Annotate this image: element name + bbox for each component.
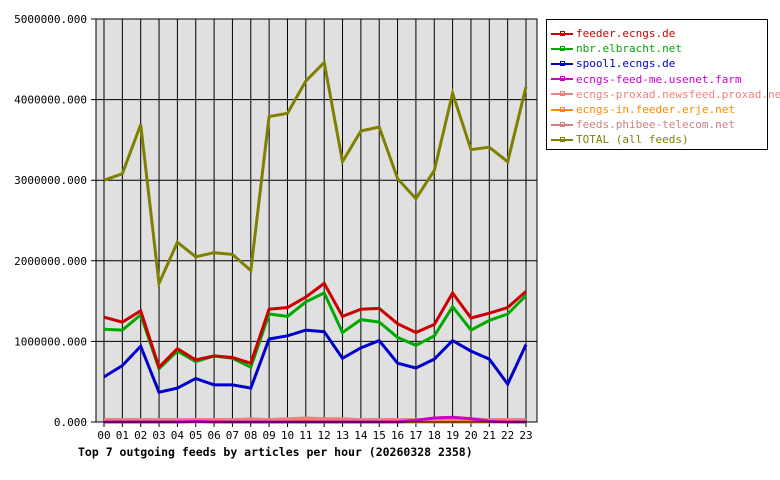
legend-label: spool1.ecngs.de <box>576 57 676 71</box>
x-tick-label: 17 <box>409 429 422 442</box>
x-tick-label: 16 <box>391 429 404 442</box>
plot-frame <box>95 18 538 423</box>
x-tick-label: 23 <box>519 429 532 442</box>
legend-line-marker-icon <box>551 120 573 130</box>
y-tick-label: 1000000.000 <box>14 335 87 348</box>
x-tick-label: 18 <box>428 429 441 442</box>
x-tick-label: 06 <box>207 429 220 442</box>
legend-line-marker-icon <box>551 44 573 54</box>
y-tick-label: 2000000.000 <box>14 255 87 268</box>
x-tick-label: 05 <box>189 429 202 442</box>
y-tick-label: 5000000.000 <box>14 13 87 26</box>
legend-line-marker-icon <box>551 29 573 39</box>
y-axis-ticks: 0.000 1000000.000 2000000.000 3000000.000 40… <box>14 13 87 429</box>
legend-item: nbr.elbracht.net <box>547 41 767 56</box>
x-tick-label: 15 <box>373 429 386 442</box>
legend-item: feeder.ecngs.de <box>547 26 767 41</box>
legend: feeder.ecngs.de nbr.elbracht.net spool1.ec… <box>546 19 780 150</box>
x-tick-label: 19 <box>446 429 459 442</box>
legend-item: feeds.phibee-telecom.net <box>547 117 767 132</box>
x-tick-label: 09 <box>263 429 276 442</box>
x-tick-label: 13 <box>336 429 349 442</box>
x-tick-label: 01 <box>116 429 129 442</box>
series-line-total-all-feeds- <box>103 59 528 290</box>
x-tick-label: 00 <box>97 429 110 442</box>
legend-label: TOTAL (all feeds) <box>576 133 689 147</box>
legend-item: ecngs-proxad.newsfeed.proxad.net <box>547 87 780 102</box>
grid-lines <box>91 18 537 427</box>
legend-line-marker-icon <box>551 89 573 99</box>
x-axis-ticks: 00 01 02 03 04 05 06 07 08 09 10 11 12 13 14 15 16 17 18 19… <box>97 429 532 442</box>
series-line-nbr-elbracht-net <box>103 290 528 372</box>
legend-item: ecngs-feed-me.usenet.farm <box>547 72 767 87</box>
legend-label: ecngs-in.feeder.erje.net <box>576 103 735 117</box>
x-tick-label: 07 <box>226 429 239 442</box>
x-tick-label: 02 <box>134 429 147 442</box>
x-tick-label: 21 <box>483 429 496 442</box>
x-tick-label: 08 <box>244 429 257 442</box>
legend-line-marker-icon <box>551 135 573 145</box>
legend-line-marker-icon <box>551 59 573 69</box>
chart-title: Top 7 outgoing feeds by articles per hou… <box>78 445 473 459</box>
x-tick-label: 12 <box>318 429 331 442</box>
legend-item: spool1.ecngs.de <box>547 56 767 71</box>
x-tick-label: 20 <box>464 429 477 442</box>
series-line-spool1-ecngs-de <box>103 328 528 394</box>
legend-label: ecngs-proxad.newsfeed.proxad.net <box>576 87 780 101</box>
legend-label: feeds.phibee-telecom.net <box>576 118 735 132</box>
y-tick-label: 4000000.000 <box>14 94 87 107</box>
x-tick-label: 14 <box>354 429 368 442</box>
y-tick-label: 3000000.000 <box>14 174 87 187</box>
legend-label: feeder.ecngs.de <box>576 27 676 41</box>
series-line-feeder-ecngs-de <box>103 281 527 370</box>
legend-label: nbr.elbracht.net <box>576 42 682 56</box>
legend-label: ecngs-feed-me.usenet.farm <box>576 72 742 86</box>
x-tick-label: 03 <box>152 429 165 442</box>
x-tick-label: 11 <box>299 429 312 442</box>
x-tick-label: 22 <box>501 429 514 442</box>
legend-line-marker-icon <box>551 74 573 84</box>
legend-line-marker-icon <box>551 105 573 115</box>
x-tick-label: 10 <box>281 429 294 442</box>
x-tick-label: 04 <box>171 429 185 442</box>
legend-item: ecngs-in.feeder.erje.net <box>547 102 767 117</box>
y-tick-label: 0.000 <box>54 416 87 429</box>
legend-item: TOTAL (all feeds) <box>547 132 767 147</box>
